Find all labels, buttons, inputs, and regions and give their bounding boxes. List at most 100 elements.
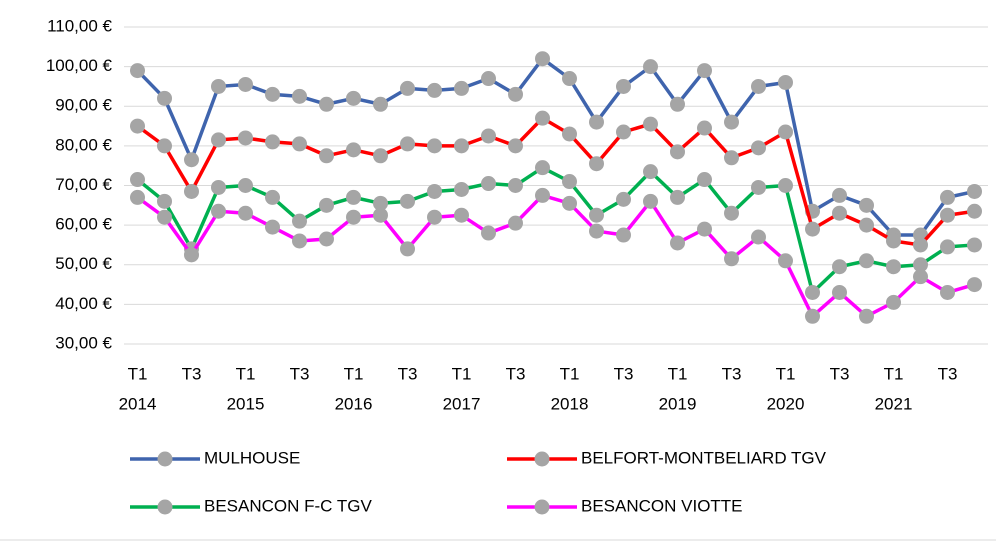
data-point — [913, 269, 928, 285]
data-point — [265, 134, 280, 150]
data-point — [481, 176, 496, 192]
data-point — [454, 138, 469, 154]
data-point — [751, 78, 766, 94]
data-point — [319, 197, 334, 213]
data-point — [319, 231, 334, 247]
data-point — [562, 126, 577, 142]
data-point — [265, 219, 280, 235]
data-point — [670, 189, 685, 205]
data-point — [346, 90, 361, 106]
data-point — [211, 203, 226, 219]
data-point — [940, 239, 955, 255]
x-group-label: 2020 — [767, 394, 805, 413]
data-point — [724, 114, 739, 130]
data-point — [184, 152, 199, 168]
data-point — [643, 116, 658, 132]
data-point — [886, 259, 901, 275]
data-point — [481, 225, 496, 241]
data-point — [886, 233, 901, 249]
x-tick-label: T1 — [344, 364, 364, 383]
x-tick-label: T3 — [830, 364, 850, 383]
data-point — [967, 183, 982, 199]
x-tick-label: T3 — [398, 364, 418, 383]
x-tick-label: T1 — [236, 364, 256, 383]
data-point — [157, 209, 172, 225]
data-point — [292, 213, 307, 229]
data-point — [562, 195, 577, 211]
data-point — [724, 251, 739, 267]
data-point — [346, 209, 361, 225]
data-point — [832, 259, 847, 275]
data-point — [832, 187, 847, 203]
data-point — [373, 148, 388, 164]
data-point — [643, 193, 658, 209]
data-point — [373, 195, 388, 211]
x-group-label: 2014 — [119, 394, 157, 413]
data-point — [913, 237, 928, 253]
data-point — [535, 160, 550, 176]
legend-label: BELFORT-MONTBELIARD TGV — [581, 448, 827, 467]
legend-label: MULHOUSE — [204, 448, 300, 467]
data-point — [643, 164, 658, 180]
data-point — [589, 207, 604, 223]
x-tick-label: T3 — [506, 364, 526, 383]
data-point — [832, 205, 847, 221]
y-tick-label: 70,00 € — [55, 175, 112, 194]
data-point — [616, 124, 631, 140]
y-tick-label: 60,00 € — [55, 215, 112, 234]
data-point — [265, 189, 280, 205]
data-point — [751, 229, 766, 245]
data-point — [940, 189, 955, 205]
y-tick-label: 110,00 € — [47, 16, 112, 35]
x-group-label: 2019 — [659, 394, 697, 413]
data-point — [184, 183, 199, 199]
data-point — [616, 191, 631, 207]
data-point — [373, 96, 388, 112]
data-point — [211, 132, 226, 148]
data-point — [589, 223, 604, 239]
x-tick-label: T3 — [938, 364, 958, 383]
data-point — [859, 217, 874, 233]
data-point — [292, 233, 307, 249]
data-point — [967, 277, 982, 293]
data-point — [427, 82, 442, 98]
x-tick-label: T3 — [614, 364, 634, 383]
data-point — [940, 284, 955, 300]
data-point — [346, 142, 361, 158]
data-point — [373, 207, 388, 223]
legend-marker — [534, 451, 550, 467]
x-group-label: 2017 — [443, 394, 481, 413]
data-point — [940, 207, 955, 223]
y-tick-label: 50,00 € — [55, 254, 112, 273]
data-point — [670, 96, 685, 112]
data-point — [724, 150, 739, 166]
legend-marker — [534, 499, 550, 515]
data-point — [832, 284, 847, 300]
data-point — [292, 88, 307, 104]
data-point — [805, 284, 820, 300]
x-tick-label: T3 — [290, 364, 310, 383]
y-tick-label: 90,00 € — [55, 96, 112, 115]
data-point — [211, 179, 226, 195]
data-point — [670, 144, 685, 160]
data-point — [211, 78, 226, 94]
y-tick-label: 30,00 € — [55, 333, 112, 352]
data-point — [778, 74, 793, 90]
data-point — [157, 90, 172, 106]
data-point — [778, 253, 793, 269]
x-tick-label: T1 — [776, 364, 796, 383]
x-tick-label: T1 — [560, 364, 580, 383]
data-point — [859, 197, 874, 213]
data-point — [913, 257, 928, 273]
x-group-label: 2021 — [875, 394, 913, 413]
data-point — [751, 179, 766, 195]
y-tick-label: 80,00 € — [55, 135, 112, 154]
data-point — [697, 120, 712, 136]
data-point — [535, 110, 550, 126]
x-tick-label: T1 — [884, 364, 904, 383]
data-point — [805, 221, 820, 237]
data-point — [967, 203, 982, 219]
data-point — [184, 247, 199, 263]
data-point — [859, 253, 874, 269]
legend-marker — [157, 451, 173, 467]
